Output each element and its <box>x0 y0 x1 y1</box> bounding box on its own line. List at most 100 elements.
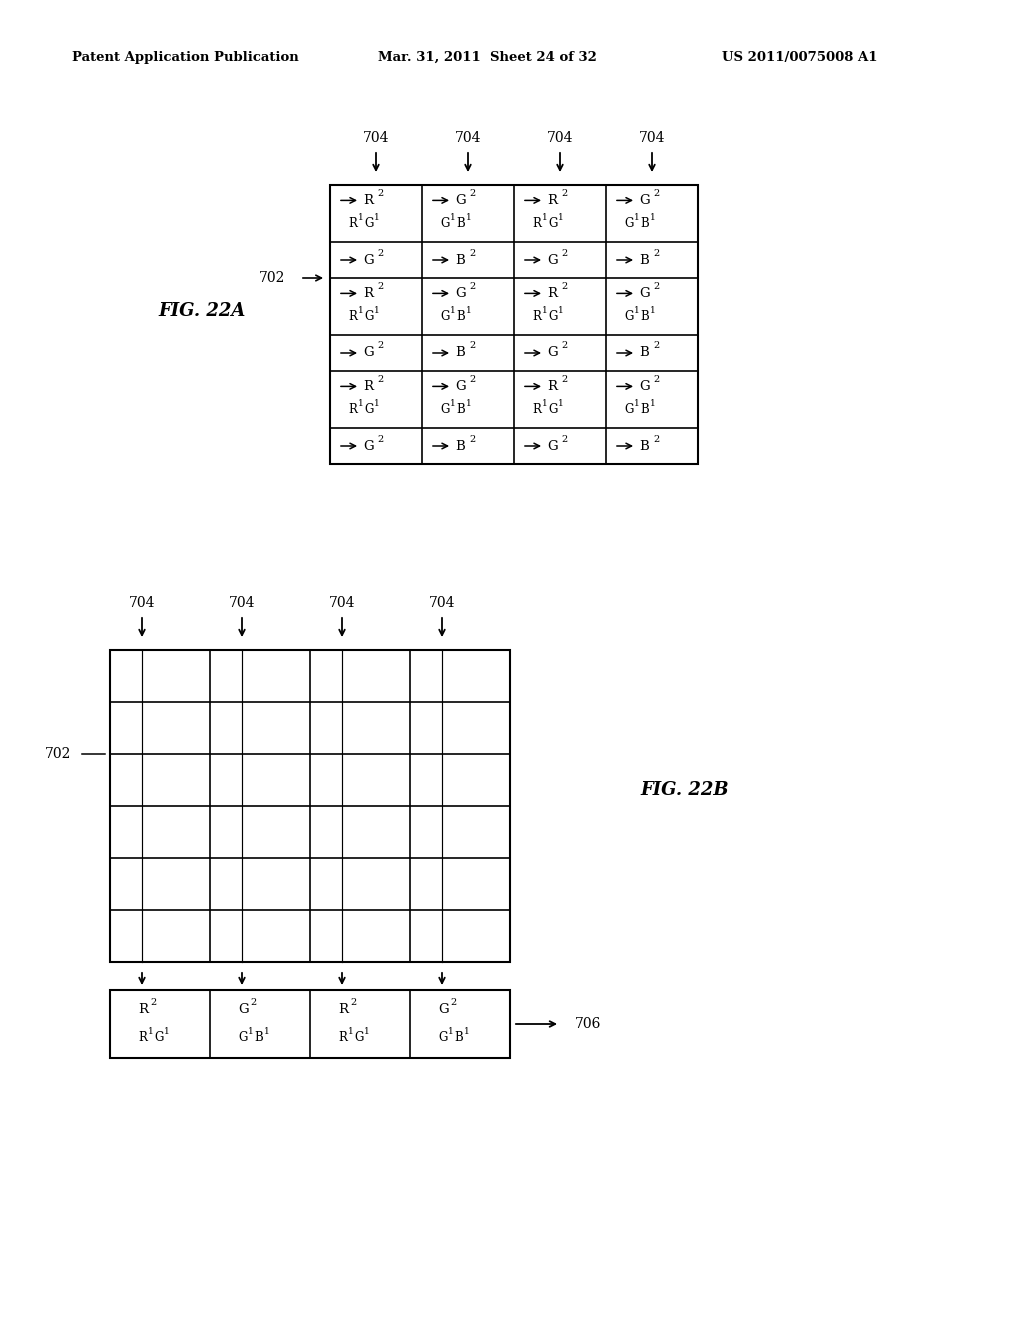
Text: 1: 1 <box>148 1027 154 1036</box>
Text: R: R <box>348 404 357 416</box>
Text: 2: 2 <box>469 248 475 257</box>
Text: G: G <box>624 310 634 323</box>
Text: G: G <box>624 404 634 416</box>
Text: G: G <box>362 253 374 267</box>
Text: 2: 2 <box>561 375 567 384</box>
Text: 1: 1 <box>466 399 472 408</box>
Text: 2: 2 <box>653 282 659 290</box>
Text: R: R <box>362 380 373 393</box>
Text: B: B <box>639 253 649 267</box>
Text: 704: 704 <box>129 597 156 610</box>
Text: B: B <box>455 253 465 267</box>
Text: R: R <box>362 286 373 300</box>
Text: 1: 1 <box>450 214 456 222</box>
Text: 1: 1 <box>464 1027 470 1036</box>
Text: G: G <box>547 253 558 267</box>
Text: B: B <box>456 310 465 323</box>
Text: 2: 2 <box>250 998 256 1007</box>
Text: 2: 2 <box>377 434 383 444</box>
Text: FIG. 22A: FIG. 22A <box>158 301 246 319</box>
Text: 1: 1 <box>348 1027 353 1036</box>
Text: 2: 2 <box>350 998 356 1007</box>
Text: G: G <box>362 346 374 359</box>
Text: B: B <box>254 1031 263 1044</box>
Text: 704: 704 <box>329 597 355 610</box>
Text: G: G <box>548 310 557 323</box>
Text: 2: 2 <box>653 434 659 444</box>
Text: 1: 1 <box>264 1027 269 1036</box>
Text: R: R <box>362 194 373 207</box>
Text: G: G <box>440 310 450 323</box>
Text: 704: 704 <box>362 131 389 145</box>
Text: 1: 1 <box>374 306 380 315</box>
Text: 1: 1 <box>358 399 364 408</box>
Text: 2: 2 <box>377 342 383 351</box>
Text: R: R <box>138 1003 148 1015</box>
Text: 1: 1 <box>558 399 564 408</box>
Text: 1: 1 <box>650 214 655 222</box>
Bar <box>110 990 510 1059</box>
Text: R: R <box>532 218 541 230</box>
Bar <box>110 649 510 962</box>
Text: 2: 2 <box>653 248 659 257</box>
Text: 1: 1 <box>450 306 456 315</box>
Text: 1: 1 <box>374 399 380 408</box>
Text: Mar. 31, 2011  Sheet 24 of 32: Mar. 31, 2011 Sheet 24 of 32 <box>378 50 596 63</box>
Text: 2: 2 <box>653 375 659 384</box>
Text: 704: 704 <box>547 131 573 145</box>
Text: 1: 1 <box>542 214 548 222</box>
Text: 704: 704 <box>228 597 255 610</box>
Text: 2: 2 <box>561 342 567 351</box>
Text: G: G <box>364 310 374 323</box>
Text: 1: 1 <box>449 1027 454 1036</box>
Text: G: G <box>639 380 649 393</box>
Text: 706: 706 <box>575 1016 601 1031</box>
Text: G: G <box>364 404 374 416</box>
Text: G: G <box>455 380 466 393</box>
Text: B: B <box>454 1031 463 1044</box>
Text: G: G <box>547 346 558 359</box>
Text: 1: 1 <box>466 306 472 315</box>
Text: G: G <box>639 194 649 207</box>
Text: 704: 704 <box>455 131 481 145</box>
Text: G: G <box>548 218 557 230</box>
Text: G: G <box>238 1003 249 1015</box>
Text: 1: 1 <box>650 306 655 315</box>
Text: B: B <box>639 440 649 453</box>
Text: R: R <box>547 286 557 300</box>
Text: 2: 2 <box>377 375 383 384</box>
Text: R: R <box>532 310 541 323</box>
Text: G: G <box>455 286 466 300</box>
Text: 1: 1 <box>248 1027 254 1036</box>
Text: 2: 2 <box>377 248 383 257</box>
Text: 1: 1 <box>634 399 640 408</box>
Text: G: G <box>364 218 374 230</box>
Text: G: G <box>440 404 450 416</box>
Text: 2: 2 <box>469 342 475 351</box>
Text: 1: 1 <box>358 214 364 222</box>
Text: R: R <box>547 380 557 393</box>
Text: 704: 704 <box>429 597 456 610</box>
Text: B: B <box>639 346 649 359</box>
Text: 1: 1 <box>558 306 564 315</box>
Text: 702: 702 <box>259 271 286 285</box>
Text: 2: 2 <box>450 998 457 1007</box>
Text: 2: 2 <box>469 434 475 444</box>
Text: G: G <box>154 1031 164 1044</box>
Text: G: G <box>438 1003 449 1015</box>
Text: 1: 1 <box>466 214 472 222</box>
Text: R: R <box>348 218 357 230</box>
Text: G: G <box>624 218 634 230</box>
Text: 1: 1 <box>164 1027 170 1036</box>
Text: G: G <box>639 286 649 300</box>
Text: 1: 1 <box>634 306 640 315</box>
Text: 1: 1 <box>364 1027 370 1036</box>
Text: G: G <box>438 1031 447 1044</box>
Text: 1: 1 <box>634 214 640 222</box>
Text: 2: 2 <box>561 282 567 290</box>
Text: G: G <box>548 404 557 416</box>
Text: B: B <box>640 218 649 230</box>
Text: 1: 1 <box>542 399 548 408</box>
Text: R: R <box>547 194 557 207</box>
Text: 2: 2 <box>469 375 475 384</box>
